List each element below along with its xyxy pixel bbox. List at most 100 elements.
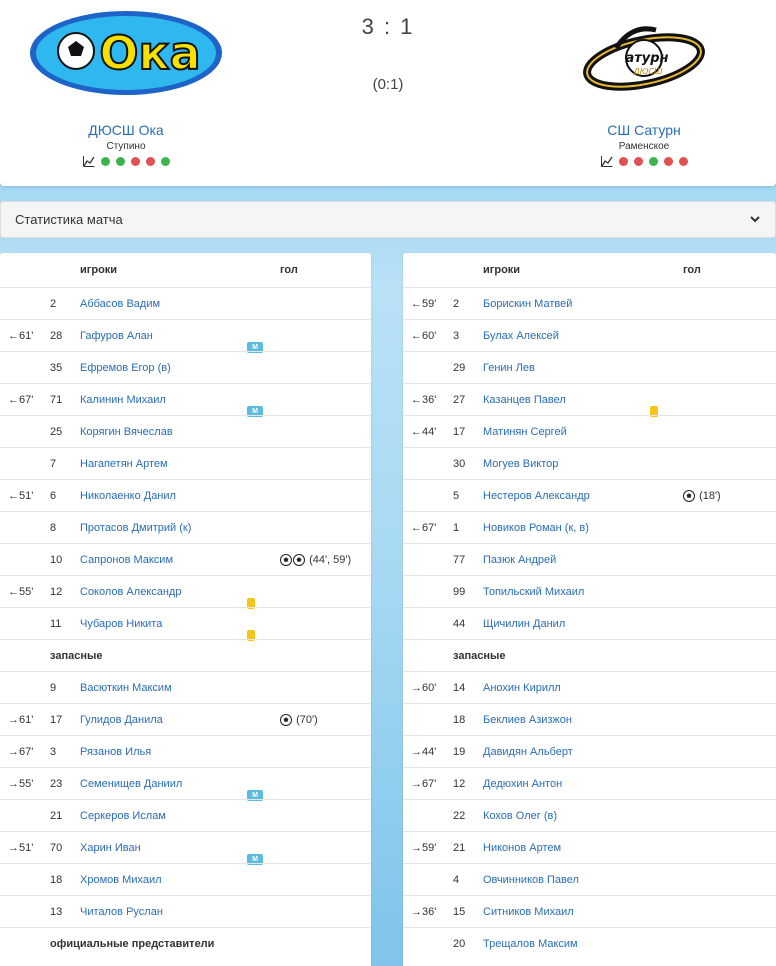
player-name-link[interactable]: Гафуров Алан bbox=[80, 330, 153, 342]
home-team-name[interactable]: ДЮСШ Ока bbox=[88, 122, 164, 138]
player-name-link[interactable]: Васюткин Максим bbox=[80, 682, 172, 694]
player-name-link[interactable]: Давидян Альберт bbox=[483, 746, 573, 758]
form-result-dot[interactable] bbox=[648, 157, 658, 166]
player-row: 7 Нагапетян Артем bbox=[0, 447, 371, 479]
player-name-link[interactable]: Топильский Михаил bbox=[483, 586, 585, 598]
form-result-dot[interactable] bbox=[618, 157, 628, 166]
player-name-link[interactable]: Протасов Дмитрий (к) bbox=[80, 522, 192, 534]
form-result-dot[interactable] bbox=[115, 157, 125, 166]
player-number: 3 bbox=[453, 330, 460, 342]
player-name-link[interactable]: Кохов Олег (в) bbox=[483, 810, 558, 822]
form-result-dot[interactable] bbox=[130, 157, 140, 166]
player-name-link[interactable]: Соколов Александр bbox=[80, 586, 182, 598]
player-name-link[interactable]: Хромов Михаил bbox=[80, 874, 162, 886]
player-row: →36' 15 Ситников Михаил bbox=[403, 895, 776, 927]
home-logo-text: Ока bbox=[99, 26, 200, 80]
player-name-link[interactable]: Никонов Артем bbox=[483, 842, 562, 854]
lineup-header: игроки гол bbox=[0, 253, 371, 287]
half-time-score: (0:1) bbox=[372, 76, 404, 93]
player-name-link[interactable]: Семенищев Даниил bbox=[80, 778, 183, 790]
form-result-dot[interactable] bbox=[663, 157, 673, 166]
player-name-link[interactable]: Анохин Кирилл bbox=[483, 682, 561, 694]
player-name-link[interactable]: Николаенко Данил bbox=[80, 490, 176, 502]
form-result-dot[interactable] bbox=[145, 157, 155, 166]
player-number: 2 bbox=[453, 298, 460, 310]
player-name-link[interactable]: Генин Лев bbox=[483, 362, 535, 374]
section-title: запасные bbox=[453, 650, 506, 662]
player-row: 99 Топильский Михаил bbox=[403, 575, 776, 607]
away-team-logo[interactable]: атурн ДЮСШ bbox=[544, 0, 744, 112]
chevron-down-icon bbox=[750, 216, 760, 223]
away-team-name[interactable]: СШ Сатурн bbox=[607, 122, 681, 138]
m-badge-icon: M bbox=[247, 395, 263, 427]
player-name-link[interactable]: Могуев Виктор bbox=[483, 458, 559, 470]
match-header: Ока ДЮСШ Ока Ступино 3 : 1 (0:1) атурн Д… bbox=[0, 0, 776, 186]
yellow-card-icon bbox=[650, 395, 658, 427]
player-number: 1 bbox=[453, 522, 460, 534]
player-row: →67' 12 Дедюхин Антон bbox=[403, 767, 776, 799]
player-name-link[interactable]: Булах Алексей bbox=[483, 330, 559, 342]
player-number: 14 bbox=[453, 682, 466, 694]
player-row: ←44' 17 Матинян Сергей bbox=[403, 415, 776, 447]
player-name-link[interactable]: Ефремов Егор (в) bbox=[80, 362, 171, 374]
player-name-link[interactable]: Новиков Роман (к, в) bbox=[483, 522, 589, 534]
player-number: 27 bbox=[453, 394, 466, 406]
match-stats-toggle[interactable]: Статистика матча bbox=[0, 201, 776, 238]
player-row: 4 Овчинников Павел bbox=[403, 863, 776, 895]
player-name-link[interactable]: Корягин Вячеслав bbox=[80, 426, 173, 438]
player-number: 12 bbox=[50, 586, 63, 598]
player-name-link[interactable]: Сапронов Максим bbox=[80, 554, 174, 566]
player-name-link[interactable]: Ситников Михаил bbox=[483, 906, 574, 918]
ball-icon bbox=[280, 554, 292, 567]
player-name-link[interactable]: Калинин Михаил bbox=[80, 394, 166, 406]
player-name-link[interactable]: Борискин Матвей bbox=[483, 298, 573, 310]
player-name-link[interactable]: Пазюк Андрей bbox=[483, 554, 557, 566]
player-name-link[interactable]: Рязанов Илья bbox=[80, 746, 152, 758]
chart-icon[interactable] bbox=[82, 156, 95, 167]
home-team-logo[interactable]: Ока bbox=[26, 0, 226, 112]
form-result-dot[interactable] bbox=[633, 157, 643, 166]
player-name-link[interactable]: Беклиев Азизжон bbox=[483, 714, 572, 726]
player-name-link[interactable]: Матинян Сергей bbox=[483, 426, 567, 438]
player-name-link[interactable]: Серкеров Ислам bbox=[80, 810, 166, 822]
player-row: ←55' 12 Соколов Александр bbox=[0, 575, 371, 609]
player-row: 35 Ефремов Егор (в) bbox=[0, 351, 371, 383]
away-logo-sub: ДЮСШ bbox=[632, 67, 662, 76]
player-name-link[interactable]: Нагапетян Артем bbox=[80, 458, 168, 470]
away-team-city: Раменское bbox=[618, 141, 670, 152]
player-number: 4 bbox=[453, 874, 460, 886]
player-row: →67' 3 Рязанов Илья bbox=[0, 735, 371, 767]
yellow-card-icon bbox=[247, 619, 255, 651]
player-name-link[interactable]: Гулидов Данила bbox=[80, 714, 163, 726]
player-row: 30 Могуев Виктор bbox=[403, 447, 776, 479]
player-name-link[interactable]: Дедюхин Антон bbox=[483, 778, 563, 790]
player-row: 5 Нестеров Александр (18') bbox=[403, 479, 776, 511]
chart-icon[interactable] bbox=[600, 156, 613, 167]
player-row: 8 Протасов Дмитрий (к) bbox=[0, 511, 371, 543]
player-row: ←51' 6 Николаенко Данил bbox=[0, 479, 371, 511]
player-name-link[interactable]: Нестеров Александр bbox=[483, 490, 590, 502]
player-name-link[interactable]: Читалов Руслан bbox=[80, 906, 163, 918]
home-form bbox=[26, 156, 226, 167]
player-name-link[interactable]: Казанцев Павел bbox=[483, 394, 566, 406]
player-name-link[interactable]: Трещалов Максим bbox=[483, 938, 578, 950]
player-name-link[interactable]: Чубаров Никита bbox=[80, 618, 163, 630]
player-number: 12 bbox=[453, 778, 466, 790]
m-badge-icon: M bbox=[247, 331, 263, 363]
substitution-minute: →55' bbox=[8, 778, 34, 790]
home-team: Ока ДЮСШ Ока Ступино bbox=[26, 0, 226, 167]
player-number: 9 bbox=[50, 682, 57, 694]
form-result-dot[interactable] bbox=[678, 157, 688, 166]
player-number: 99 bbox=[453, 586, 466, 598]
player-name-link[interactable]: Щичилин Данил bbox=[483, 618, 566, 630]
form-result-dot[interactable] bbox=[100, 157, 110, 166]
player-name-link[interactable]: Харин Иван bbox=[80, 842, 141, 854]
player-row: 21 Серкеров Ислам bbox=[0, 799, 371, 831]
substitution-minute: →67' bbox=[411, 778, 437, 790]
player-row: 20 Трещалов Максим bbox=[403, 927, 776, 959]
player-number: 18 bbox=[453, 714, 466, 726]
player-number: 15 bbox=[453, 906, 466, 918]
form-result-dot[interactable] bbox=[160, 157, 170, 166]
player-name-link[interactable]: Овчинников Павел bbox=[483, 874, 579, 886]
player-name-link[interactable]: Аббасов Вадим bbox=[80, 298, 161, 310]
